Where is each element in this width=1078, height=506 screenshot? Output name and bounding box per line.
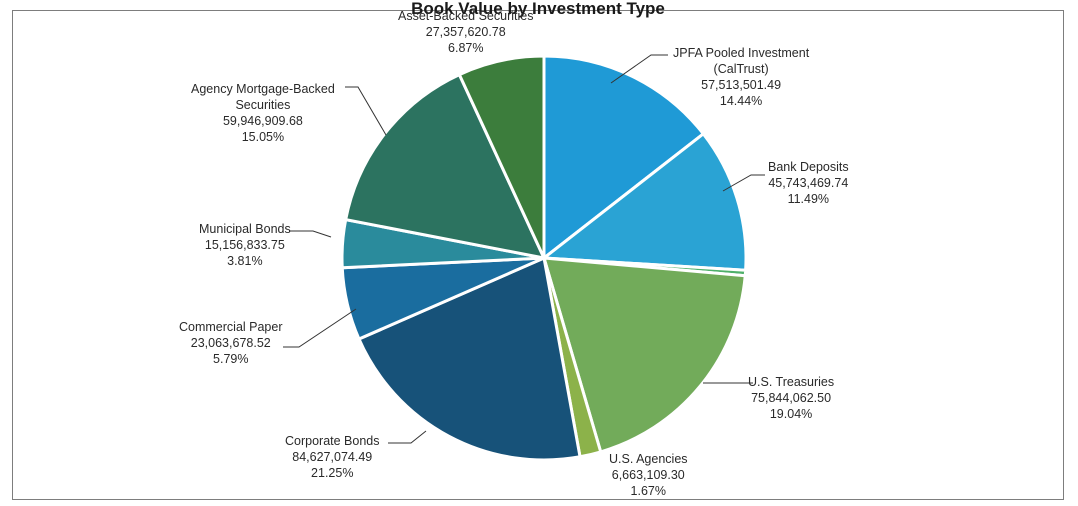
slice-label-name: Corporate Bonds <box>285 434 380 448</box>
chart-title: Book Value by Investment Type <box>411 0 665 18</box>
pie-chart <box>283 54 765 462</box>
slice-label: Agency Mortgage-Backed Securities 59,946,9… <box>191 81 335 145</box>
slice-label: Commercial Paper 23,063,678.52 5.79% <box>179 319 283 367</box>
slice-label-percent: 11.49% <box>787 192 830 206</box>
leader-line <box>722 174 765 192</box>
slice-label-name: U.S. Agencies <box>609 452 688 466</box>
slice-label-value: 45,743,469.74 <box>768 176 849 190</box>
slice-label-percent: 1.67% <box>630 484 666 498</box>
slice-label-name: JPFA Pooled Investment <box>673 46 810 60</box>
slice-label: U.S. Treasuries 75,844,062.50 19.04% <box>748 374 834 422</box>
slice-label-percent: 14.44% <box>719 94 763 108</box>
slice-label: Asset-Backed Securities 27,357,620.78 6.87… <box>398 8 533 56</box>
pie-slice-corporate-bonds <box>356 255 582 462</box>
slice-label: Corporate Bonds 84,627,074.49 21.25% <box>285 433 380 481</box>
slice-label-name: U.S. Treasuries <box>748 375 835 389</box>
slice-label-name: Bank Deposits <box>768 160 849 174</box>
slice-label-percent: 21.25% <box>311 466 354 480</box>
slice-label-value: 59,946,909.68 <box>222 114 303 128</box>
slice-label-value: 57,513,501.49 <box>701 78 782 92</box>
leader-line <box>345 86 387 136</box>
pie-slice-u-s-treasuries <box>541 256 747 454</box>
leader-line <box>610 54 668 84</box>
chart-frame: Book Value by Investment Type JPFA Poole… <box>12 0 1064 500</box>
slice-label: Bank Deposits 45,743,469.74 11.49% <box>768 159 849 207</box>
slice-label-percent: 5.79% <box>213 352 249 366</box>
leader-line <box>289 230 332 238</box>
pie-slice-bank-deposits <box>539 131 748 272</box>
slice-label-percent: 3.81% <box>227 254 263 268</box>
pie-slice-asset-backed-securities <box>457 54 546 259</box>
slice-label: U.S. Agencies 6,663,109.30 1.67% <box>609 451 688 499</box>
slice-label-value: 75,844,062.50 <box>751 391 832 405</box>
slice-label-percent: 19.04% <box>769 407 813 421</box>
slice-label-value: 6,663,109.30 <box>611 468 685 482</box>
leader-line <box>388 430 427 444</box>
slice-label: JPFA Pooled Investment (CalTrust) 57,513,5… <box>673 45 809 109</box>
slice-label: Municipal Bonds 15,156,833.75 3.81% <box>199 221 291 269</box>
slice-label-name: Agency Mortgage-Backed <box>191 82 335 96</box>
pie-slice-jpfa-pooled-investment-caltrust <box>542 54 706 262</box>
slice-label-percent: 6.87% <box>448 41 484 55</box>
slice-label-value: 27,357,620.78 <box>425 25 506 39</box>
slice-label-name: Commercial Paper <box>179 320 283 334</box>
slice-label-value: 84,627,074.49 <box>292 450 373 464</box>
slice-label-value: 15,156,833.75 <box>204 238 285 252</box>
leader-line <box>283 308 357 348</box>
slice-label-name: (CalTrust) <box>713 62 769 76</box>
slice-label-percent: 15.05% <box>241 130 285 144</box>
slice-label-value: 23,063,678.52 <box>190 336 271 350</box>
slice-label-name: Municipal Bonds <box>199 222 291 236</box>
slice-label-name: Securities <box>235 98 291 112</box>
slice-label-name: Asset-Backed Securities <box>398 9 534 23</box>
